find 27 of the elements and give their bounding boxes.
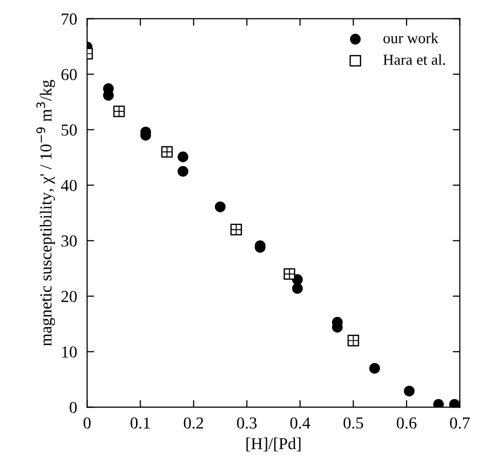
y-tick-label: 0 [70, 402, 77, 414]
point [369, 362, 380, 374]
point [292, 283, 303, 294]
legend-label: Hara et al. [383, 54, 446, 65]
x-tick-label: 0.6 [396, 417, 416, 429]
point [214, 201, 226, 212]
y-tick-label: 40 [61, 180, 77, 192]
x-tick-label: 0.7 [450, 417, 470, 429]
x-tick-label: 0.2 [184, 417, 204, 429]
x-tick-label: 0.4 [290, 417, 310, 429]
x-axis-title: [H]/[Pd] [246, 438, 300, 452]
x-tick-label: 0.5 [344, 417, 364, 429]
legend-label: our work [383, 32, 438, 44]
y-tick-label: 60 [61, 68, 77, 80]
y-tick-label: 30 [62, 235, 77, 247]
point [433, 399, 444, 408]
y-tick-label: 70 [62, 13, 77, 25]
point [178, 166, 188, 177]
point [404, 386, 415, 396]
x-tick-label: 0 [84, 417, 91, 429]
y-tick-label: 10 [62, 346, 77, 358]
x-tick-label: 0.3 [237, 417, 257, 429]
y-axis-title: magnetic susceptibility, χ' / 10$^{−9}$ m$^{3}$/kg [36, 80, 55, 346]
y-tick-label: 50 [62, 124, 77, 136]
y-tick-label: 20 [61, 290, 77, 302]
x-tick-label: 0.1 [130, 417, 150, 429]
point [178, 152, 188, 162]
